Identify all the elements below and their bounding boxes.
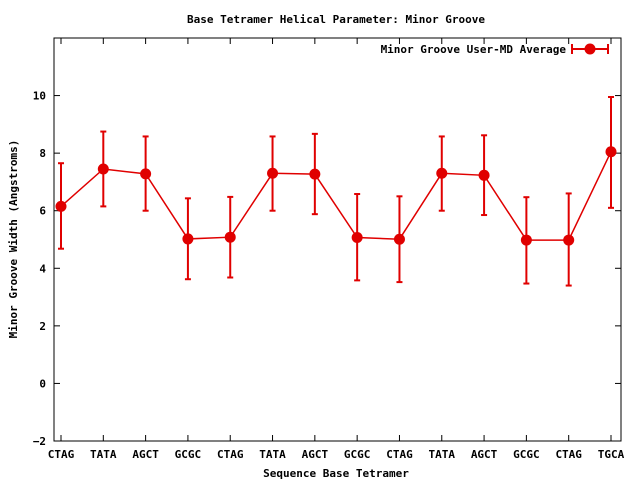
data-point (182, 233, 194, 245)
y-tick-label: 8 (39, 147, 46, 160)
x-tick-label: TATA (90, 448, 117, 461)
data-point (478, 169, 490, 181)
x-tick-label: GCGC (344, 448, 371, 461)
data-point (605, 146, 617, 158)
data-point (351, 231, 363, 243)
plot-area (53, 37, 622, 442)
y-tick-label: −2 (33, 435, 46, 448)
x-tick-label: GCGC (175, 448, 202, 461)
data-point (140, 168, 152, 180)
y-axis: −2 0 2 4 6 8 10 (33, 90, 621, 448)
y-tick-label: 0 (39, 377, 46, 390)
y-axis-label: Minor Groove Width (Angstroms) (7, 140, 20, 339)
y-tick-label: 6 (39, 205, 46, 218)
data-point (55, 200, 67, 212)
x-tick-label: CTAG (48, 448, 75, 461)
data-point (563, 234, 575, 246)
data-point (267, 167, 279, 179)
y-tick-label: 10 (33, 90, 46, 103)
x-tick-label: AGCT (302, 448, 329, 461)
data-point (436, 167, 448, 179)
x-axis: CTAG TATA AGCT GCGC CTAG TATA AGCT GCGC CTAG TATA… (48, 38, 625, 461)
x-tick-label: TGCA (598, 448, 625, 461)
x-tick-label: CTAG (217, 448, 244, 461)
series-minor-groove (55, 96, 617, 287)
data-point (224, 231, 236, 243)
data-point (393, 233, 405, 245)
legend-marker (584, 43, 596, 55)
legend-label: Minor Groove User-MD Average (381, 43, 567, 56)
legend: Minor Groove User-MD Average (381, 43, 609, 56)
x-tick-label: GCGC (513, 448, 540, 461)
series-line (60, 151, 612, 241)
data-point (520, 234, 532, 246)
data-point (309, 168, 321, 180)
x-tick-label: CTAG (555, 448, 582, 461)
x-tick-label: AGCT (471, 448, 498, 461)
data-point (97, 163, 109, 175)
x-tick-label: TATA (429, 448, 456, 461)
y-tick-label: 4 (39, 262, 46, 275)
x-tick-label: CTAG (386, 448, 413, 461)
y-tick-label: 2 (39, 320, 46, 333)
x-axis-label: Sequence Base Tetramer (263, 467, 409, 480)
x-tick-label: TATA (259, 448, 286, 461)
x-tick-label: AGCT (132, 448, 159, 461)
chart-title: Base Tetramer Helical Parameter: Minor G… (187, 13, 485, 26)
